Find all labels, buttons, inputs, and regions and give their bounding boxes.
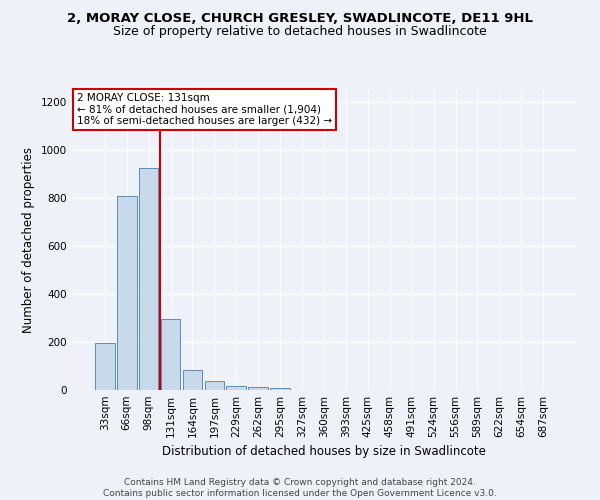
Text: Contains HM Land Registry data © Crown copyright and database right 2024.
Contai: Contains HM Land Registry data © Crown c…	[103, 478, 497, 498]
Bar	[205, 381, 224, 390]
Text: 2 MORAY CLOSE: 131sqm
← 81% of detached houses are smaller (1,904)
18% of semi-d: 2 MORAY CLOSE: 131sqm ← 81% of detached …	[77, 93, 332, 126]
Bar	[161, 319, 181, 390]
Bar	[117, 196, 137, 390]
Text: Size of property relative to detached houses in Swadlincote: Size of property relative to detached ho…	[113, 25, 487, 38]
Bar	[226, 386, 246, 390]
Bar	[248, 387, 268, 390]
Bar	[139, 168, 158, 390]
Bar	[182, 370, 202, 390]
Y-axis label: Number of detached properties: Number of detached properties	[22, 147, 35, 333]
Bar	[95, 343, 115, 390]
X-axis label: Distribution of detached houses by size in Swadlincote: Distribution of detached houses by size …	[162, 446, 486, 458]
Bar	[270, 388, 290, 390]
Text: 2, MORAY CLOSE, CHURCH GRESLEY, SWADLINCOTE, DE11 9HL: 2, MORAY CLOSE, CHURCH GRESLEY, SWADLINC…	[67, 12, 533, 26]
